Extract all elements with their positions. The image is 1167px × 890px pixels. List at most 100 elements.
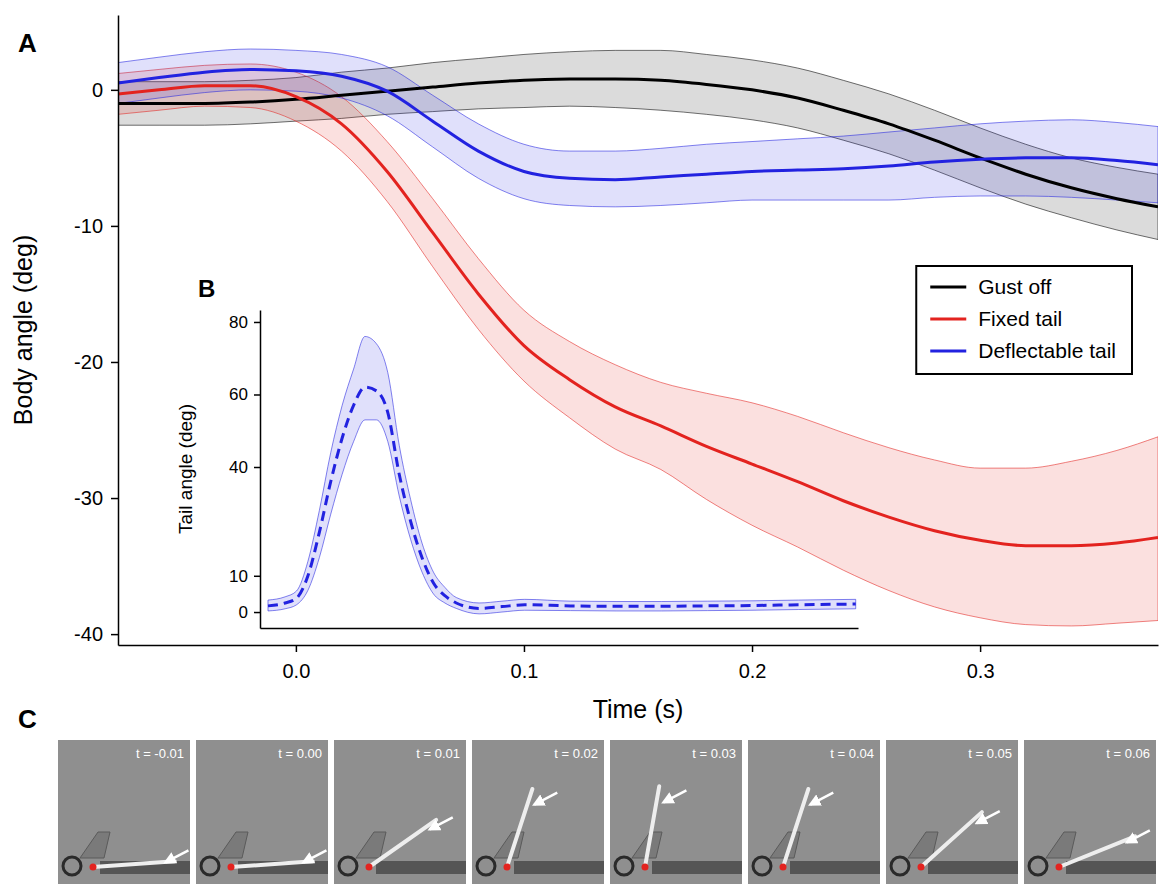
frame-label: t = 0.04 <box>830 746 874 761</box>
frame-background <box>886 740 1018 884</box>
arrow <box>977 811 1000 823</box>
panel-label: C <box>18 704 37 734</box>
mount <box>80 832 110 858</box>
axis-line <box>260 311 262 629</box>
video-frame: t = 0.00 <box>196 740 328 884</box>
mount <box>356 832 386 858</box>
rod <box>376 861 466 874</box>
legend-item: Fixed tail <box>930 307 1062 330</box>
tick-label: -30 <box>74 487 103 509</box>
mount <box>218 832 248 858</box>
tick-mark <box>254 394 260 396</box>
legend-swatch <box>930 286 966 289</box>
arrow <box>165 850 188 862</box>
frame-background <box>610 740 742 884</box>
axis-line <box>261 628 859 630</box>
inset-plot-area <box>268 336 856 613</box>
axis: -40-30-20-100 <box>74 16 118 646</box>
mount <box>1046 832 1076 858</box>
legend-item: Gust off <box>930 275 1051 298</box>
tail <box>783 789 808 867</box>
frame-label: t = 0.01 <box>416 746 460 761</box>
rod <box>1066 861 1156 874</box>
frame-label: t = 0.02 <box>554 746 598 761</box>
frame-label: t = 0.06 <box>1106 746 1150 761</box>
video-frame: t = 0.05 <box>886 740 1018 884</box>
tick-label: 40 <box>229 458 248 477</box>
tick: -20 <box>74 351 118 373</box>
arrow <box>534 793 557 805</box>
line <box>268 387 856 608</box>
frame-background <box>1024 740 1156 884</box>
body <box>201 857 219 875</box>
arrow <box>810 793 833 805</box>
tick-label: -20 <box>74 351 103 373</box>
body <box>753 857 771 875</box>
line <box>118 79 1158 207</box>
frame-background <box>748 740 880 884</box>
tick-mark <box>524 645 526 652</box>
frame-background <box>334 740 466 884</box>
tick: -30 <box>74 487 118 509</box>
tick-mark <box>111 634 118 636</box>
arrow <box>663 790 686 802</box>
tick-mark <box>254 576 260 578</box>
tick-label: -10 <box>74 215 103 237</box>
mount <box>494 832 524 858</box>
axis <box>261 628 859 629</box>
rod <box>514 861 604 874</box>
legend: Gust off Fixed tail Deflectable tail <box>916 266 1132 374</box>
frame-label: t = 0.05 <box>968 746 1012 761</box>
legend-label: Gust off <box>978 275 1051 298</box>
tick-label: 0.3 <box>967 660 995 682</box>
legend-box <box>916 266 1132 374</box>
tail <box>507 789 532 867</box>
tick: 0 <box>239 603 260 622</box>
tick-mark <box>254 467 260 469</box>
body <box>1029 857 1047 875</box>
video-frame: t = 0.03 <box>610 740 742 884</box>
frame-label: t = -0.01 <box>136 746 184 761</box>
rod <box>652 861 742 874</box>
pivot <box>228 864 235 871</box>
panel-label: B <box>198 275 215 302</box>
tick: 60 <box>229 385 260 404</box>
pivot <box>90 864 97 871</box>
tick-label: -40 <box>74 623 103 645</box>
video-frame: t = 0.02 <box>472 740 604 884</box>
tick: 10 <box>229 567 260 586</box>
legend-swatch <box>930 350 966 353</box>
line <box>118 86 1158 546</box>
tail <box>645 786 659 867</box>
tick-mark <box>111 226 118 228</box>
frame-background <box>196 740 328 884</box>
tick-mark <box>111 498 118 500</box>
frame-background <box>472 740 604 884</box>
tick-mark <box>752 645 754 652</box>
rod <box>928 861 1018 874</box>
tick-mark <box>111 362 118 364</box>
legend-label: Deflectable tail <box>978 339 1116 362</box>
mount <box>770 832 800 858</box>
tick-label: 0.0 <box>282 660 310 682</box>
legend-item: Deflectable tail <box>930 339 1116 362</box>
tick-mark <box>254 322 260 324</box>
band <box>268 336 856 613</box>
tick-label: 10 <box>229 567 248 586</box>
body <box>891 857 909 875</box>
tail <box>231 861 313 867</box>
tail <box>1059 836 1135 867</box>
axis: 010406080 <box>229 311 260 629</box>
body <box>615 857 633 875</box>
tick-mark <box>980 645 982 652</box>
tick: 0.1 <box>511 645 539 682</box>
tick-mark <box>254 612 260 614</box>
body <box>477 857 495 875</box>
video-frame: t = 0.06 <box>1024 740 1156 884</box>
tick-mark <box>111 90 118 92</box>
tick: 0.3 <box>967 645 995 682</box>
figure: 0.00.10.20.3-40-30-20-100Time (s)Body an… <box>0 0 1167 890</box>
line <box>118 69 1158 179</box>
tick-label: 60 <box>229 385 248 404</box>
pivot <box>366 864 373 871</box>
